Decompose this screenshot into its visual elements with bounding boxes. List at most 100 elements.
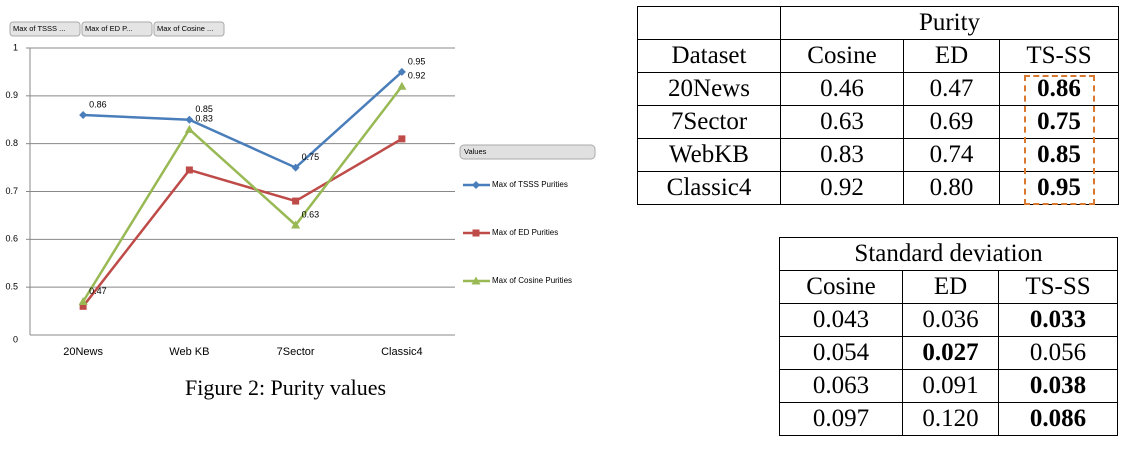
marker	[185, 166, 193, 174]
column-header: Cosine	[780, 39, 904, 73]
cell: 0.033	[998, 303, 1118, 337]
marker	[398, 135, 406, 143]
cell: 0.75	[999, 105, 1119, 139]
marker	[397, 67, 406, 76]
row: Dataset Cosine ED TS-SS	[637, 39, 1119, 73]
y-tick-label: 0.5	[5, 282, 18, 292]
row: 0.054 0.027 0.056	[779, 336, 1118, 370]
cell	[637, 6, 781, 40]
legend-label: Max of ED Purities	[492, 228, 558, 237]
data-label: 0.86	[89, 99, 107, 109]
row: 0.097 0.120 0.086	[779, 402, 1118, 436]
cell: 0.054	[779, 336, 903, 370]
y-tick-label: 0.9	[5, 90, 18, 100]
data-label: 0.95	[408, 56, 426, 66]
cell: 0.74	[903, 138, 1000, 172]
row: 20News 0.46 0.47 0.86	[637, 72, 1119, 106]
cell: 0.47	[903, 72, 1000, 106]
column-header: Cosine	[779, 270, 903, 304]
cell: 0.097	[779, 402, 903, 436]
series-line	[82, 137, 403, 308]
column-header: ED	[903, 39, 1000, 73]
cell: 7Sector	[637, 105, 781, 139]
cell: 0.091	[902, 369, 999, 403]
series-line	[83, 70, 403, 170]
y-tick-label: 1	[13, 42, 18, 52]
cell: 0.038	[998, 369, 1118, 403]
data-label: 0.83	[195, 114, 213, 124]
data-label: 0.63	[302, 209, 320, 219]
tab	[81, 21, 153, 37]
marker	[184, 124, 194, 133]
cell: 0.063	[779, 369, 903, 403]
legend-marker	[472, 181, 480, 189]
cell: 0.80	[903, 171, 1000, 205]
cell: 0.027	[902, 336, 999, 370]
cell: 0.056	[998, 336, 1118, 370]
x-tick-label: 7Sector	[277, 346, 315, 358]
cell: 0.92	[780, 171, 904, 205]
cell: 0.85	[999, 138, 1119, 172]
data-label: 0.75	[302, 152, 320, 162]
data-label: 0.85	[195, 104, 213, 114]
legend-marker	[471, 276, 481, 285]
legend-label: Max of TSSS Purities	[492, 180, 568, 189]
data-label: 0.92	[408, 71, 426, 81]
cell: 0.043	[779, 303, 903, 337]
cell: 0.83	[780, 138, 904, 172]
marker	[397, 81, 407, 90]
column-header: Dataset	[637, 39, 781, 73]
series-line	[82, 85, 403, 303]
row: Purity	[637, 6, 1119, 40]
y-tick-label: 0	[13, 334, 18, 344]
row: Standard deviation	[779, 237, 1118, 271]
tab-label: Max of TSSS ...	[13, 24, 65, 33]
legend-marker	[472, 229, 480, 237]
x-tick-label: Web KB	[169, 346, 209, 358]
y-tick-label: 0.7	[5, 186, 18, 196]
row: WebKB 0.83 0.74 0.85	[637, 138, 1119, 172]
cell: 0.86	[999, 72, 1119, 106]
marker	[79, 302, 87, 310]
caption: Figure 2: Purity values	[185, 375, 387, 400]
chart: Max of TSSS ... Max of ED P... Max of Cosi…	[5, 21, 596, 358]
tab-label: Max of Cosine ...	[157, 24, 213, 33]
row: 0.063 0.091 0.038	[779, 369, 1118, 403]
group-header: Purity	[780, 6, 1119, 40]
legend-title-box	[459, 144, 596, 160]
column-header: TS-SS	[998, 270, 1118, 304]
marker	[185, 115, 194, 124]
x-tick-label: 20News	[63, 346, 103, 358]
cell: WebKB	[637, 138, 781, 172]
legend-title: Values	[464, 147, 487, 156]
cell: 0.086	[998, 402, 1118, 436]
column-header: TS-SS	[999, 39, 1119, 73]
cell: 0.120	[902, 402, 999, 436]
y-tick-label: 0.6	[5, 234, 18, 244]
cell: 0.036	[902, 303, 999, 337]
y-tick-label: 0.8	[5, 138, 18, 148]
legend-label: Max of Cosine Purities	[492, 276, 572, 285]
cell: 0.95	[999, 171, 1119, 205]
marker	[291, 163, 300, 172]
column-header: ED	[902, 270, 999, 304]
tab-label: Max of ED P...	[85, 24, 132, 33]
row: 0.043 0.036 0.033	[779, 303, 1118, 337]
x-tick-label: Classic4	[381, 346, 423, 358]
tab	[153, 21, 225, 37]
cell: 0.63	[780, 105, 904, 139]
row: 7Sector 0.63 0.69 0.75	[637, 105, 1119, 139]
cell: 0.69	[903, 105, 1000, 139]
marker	[78, 297, 88, 306]
purity-table: Purity Dataset Cosine ED TS-SS 20News 0.46 0.47…	[637, 6, 1119, 205]
marker	[292, 197, 300, 205]
cell: 0.46	[780, 72, 904, 106]
data-label: 0.47	[89, 286, 107, 296]
marker	[79, 110, 88, 119]
marker	[291, 220, 301, 229]
cell: 20News	[637, 72, 781, 106]
tab	[9, 21, 81, 37]
group-header: Standard deviation	[779, 237, 1118, 271]
cell: Classic4	[637, 171, 781, 205]
